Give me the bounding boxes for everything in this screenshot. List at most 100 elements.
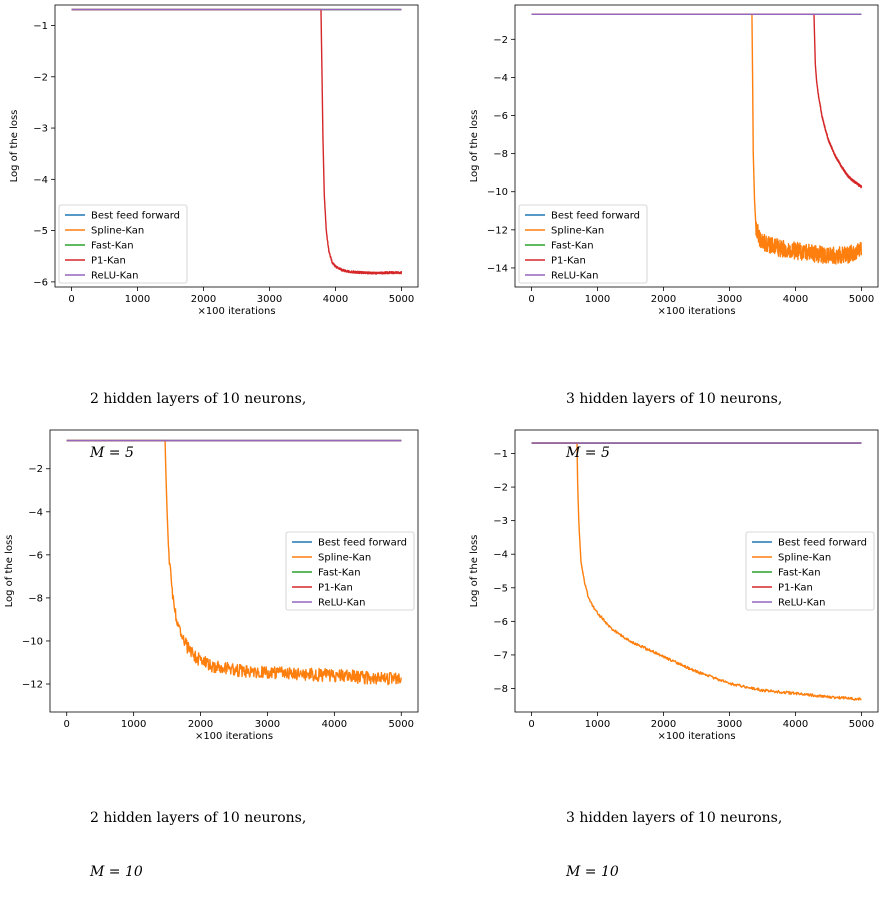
x-tick-label: 0 xyxy=(528,294,534,305)
y-axis-title: Log of the loss xyxy=(469,535,480,608)
series-line-p1-kan xyxy=(531,13,863,189)
loss-chart-3-layers-m10: 0 1000 2000 3000 4000 5000 −1 −2 −3 −4 −5 −6 −7 −8 ×10… xyxy=(469,429,879,742)
caption-3-layers-m5: 3 hidden layers of 10 neurons, M = 5 xyxy=(566,354,782,480)
caption-line1: 3 hidden layers of 10 neurons, xyxy=(566,391,783,407)
legend-label: P1-Kan xyxy=(318,583,353,594)
legend-label: ReLU-Kan xyxy=(551,271,599,282)
legend-label: ReLU-Kan xyxy=(318,598,366,609)
plot-area xyxy=(531,442,862,701)
y-tick-label: −6 xyxy=(493,111,508,122)
legend: Best feed forward Spline-Kan Fast-Kan P1-Ka… xyxy=(518,204,648,284)
y-tick-label: −6 xyxy=(33,277,48,288)
x-tick-label: 3000 xyxy=(257,294,282,305)
legend-label: Spline-Kan xyxy=(318,553,371,564)
legend-label: ReLU-Kan xyxy=(91,271,139,282)
legend-label: Best feed forward xyxy=(551,211,640,222)
legend-label: Best feed forward xyxy=(318,538,407,549)
x-tick-label: 5000 xyxy=(389,719,414,730)
y-tick-label: −8 xyxy=(493,149,508,160)
caption-2-layers-m5: 2 hidden layers of 10 neurons, M = 5 xyxy=(90,354,306,480)
x-tick-label: 0 xyxy=(528,719,534,730)
y-axis-title: Log of the loss xyxy=(9,110,20,183)
x-tick-label: 4000 xyxy=(783,719,808,730)
x-tick-label: 2000 xyxy=(651,719,676,730)
y-tick-label: −4 xyxy=(493,550,508,561)
x-tick-label: 4000 xyxy=(783,294,808,305)
caption-line1: 2 hidden layers of 10 neurons, xyxy=(90,810,307,826)
series-line-spline-kan xyxy=(531,442,862,701)
x-tick-label: 5000 xyxy=(849,294,874,305)
caption-line1: 3 hidden layers of 10 neurons, xyxy=(566,810,783,826)
y-tick-label: −10 xyxy=(487,187,508,198)
x-axis-title: ×100 iterations xyxy=(657,731,735,742)
y-tick-label: −8 xyxy=(493,684,508,695)
x-tick-label: 1000 xyxy=(585,719,610,730)
plot-area xyxy=(531,13,863,265)
y-tick-label: −10 xyxy=(22,636,43,647)
y-tick-label: −1 xyxy=(33,21,48,32)
axes-frame xyxy=(514,429,879,713)
caption-line2: M = 10 xyxy=(566,864,619,880)
y-tick-label: −5 xyxy=(33,226,48,237)
x-tick-label: 0 xyxy=(64,719,70,730)
legend: Best feed forward Spline-Kan Fast-Kan P1-Ka… xyxy=(285,531,415,611)
x-tick-label: 4000 xyxy=(323,294,348,305)
y-tick-label: −12 xyxy=(22,680,43,691)
caption-line1: 2 hidden layers of 10 neurons, xyxy=(90,391,307,407)
x-tick-label: 3000 xyxy=(717,294,742,305)
legend-box xyxy=(285,531,415,611)
legend-label: Spline-Kan xyxy=(551,226,604,237)
legend-label: P1-Kan xyxy=(551,256,586,267)
y-tick-label: −2 xyxy=(493,35,508,46)
x-tick-label: 5000 xyxy=(849,719,874,730)
y-tick-label: −5 xyxy=(493,583,508,594)
y-tick-label: −4 xyxy=(493,73,508,84)
x-tick-label: 3000 xyxy=(717,719,742,730)
caption-3-layers-m10: 3 hidden layers of 10 neurons, M = 10 xyxy=(566,773,782,899)
legend: Best feed forward Spline-Kan Fast-Kan P1-Ka… xyxy=(745,531,875,611)
series-line-spline-kan xyxy=(66,439,402,686)
loss-chart-2-layers-m10: 0 1000 2000 3000 4000 5000 −2 −4 −6 −8 −10 −12 ×100 … xyxy=(4,429,419,742)
legend-label: ReLU-Kan xyxy=(778,598,826,609)
y-tick-label: −3 xyxy=(493,516,508,527)
legend-label: Fast-Kan xyxy=(778,568,821,579)
caption-2-layers-m10: 2 hidden layers of 10 neurons, M = 10 xyxy=(90,773,306,899)
legend-label: Fast-Kan xyxy=(91,241,134,252)
y-tick-label: −4 xyxy=(28,507,43,518)
x-tick-label: 2000 xyxy=(651,294,676,305)
legend-box xyxy=(58,204,188,284)
legend-label: Fast-Kan xyxy=(318,568,361,579)
legend-label: Spline-Kan xyxy=(778,553,831,564)
loss-chart-2-layers-m5: 0 1000 2000 3000 4000 5000 −1 −2 −3 −4 −5 −6 ×100 it… xyxy=(9,4,419,317)
x-tick-label: 2000 xyxy=(188,719,213,730)
axes-frame xyxy=(514,4,879,288)
legend-label: P1-Kan xyxy=(778,583,813,594)
x-axis-title: ×100 iterations xyxy=(657,306,735,317)
x-tick-label: 1000 xyxy=(121,719,146,730)
x-tick-label: 1000 xyxy=(125,294,150,305)
y-tick-label: −4 xyxy=(33,175,48,186)
y-tick-label: −6 xyxy=(493,617,508,628)
legend: Best feed forward Spline-Kan Fast-Kan P1-Ka… xyxy=(58,204,188,284)
legend-label: Fast-Kan xyxy=(551,241,594,252)
axes-frame xyxy=(54,4,419,288)
series-line-p1-kan xyxy=(71,8,403,275)
y-tick-label: −8 xyxy=(28,593,43,604)
y-tick-label: −3 xyxy=(33,124,48,135)
x-tick-label: 2000 xyxy=(191,294,216,305)
caption-line2: M = 5 xyxy=(90,445,134,461)
plot-area xyxy=(66,439,402,686)
x-tick-label: 5000 xyxy=(389,294,414,305)
legend-box xyxy=(745,531,875,611)
y-tick-label: −14 xyxy=(487,263,508,274)
x-tick-label: 0 xyxy=(68,294,74,305)
y-tick-label: −2 xyxy=(28,464,43,475)
x-tick-label: 3000 xyxy=(255,719,280,730)
y-tick-label: −1 xyxy=(493,449,508,460)
series-line-spline-kan xyxy=(531,13,863,265)
plot-area xyxy=(71,8,403,275)
y-tick-label: −12 xyxy=(487,225,508,236)
legend-label: P1-Kan xyxy=(91,256,126,267)
y-tick-label: −2 xyxy=(493,483,508,494)
loss-chart-3-layers-m5: 0 1000 2000 3000 4000 5000 −2 −4 −6 −8 −10 −12 −14 ×1… xyxy=(469,4,879,317)
